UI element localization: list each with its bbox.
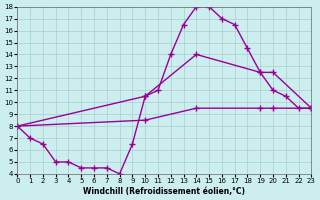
X-axis label: Windchill (Refroidissement éolien,°C): Windchill (Refroidissement éolien,°C) — [84, 187, 245, 196]
